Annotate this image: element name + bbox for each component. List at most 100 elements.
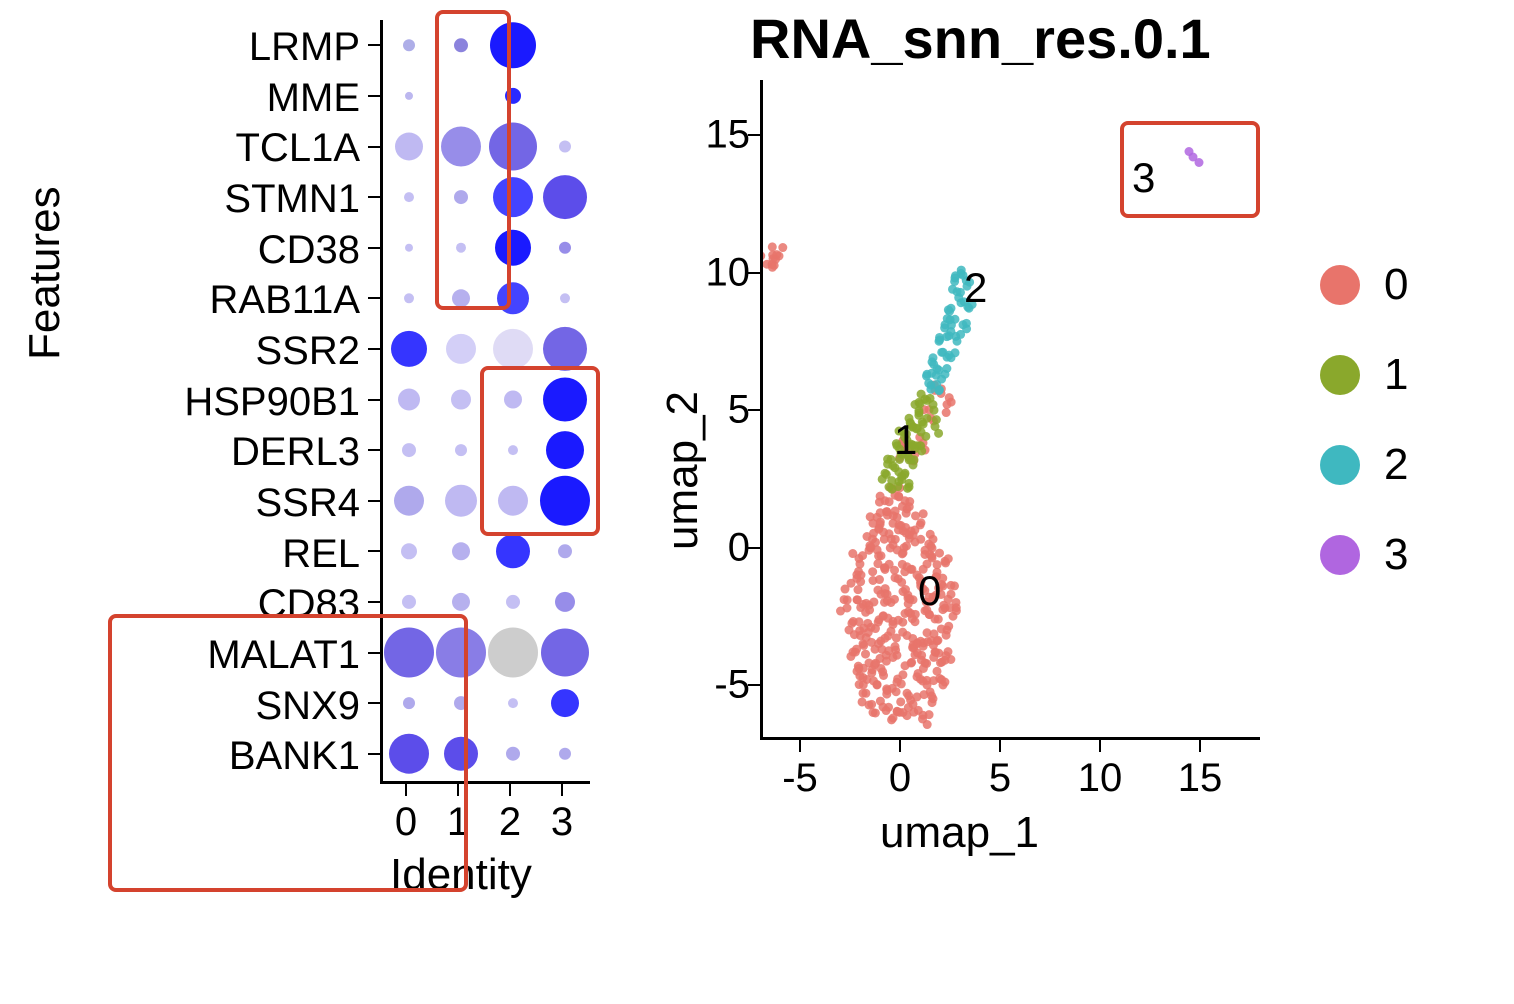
scatter-point [863,619,872,628]
scatter-point [873,586,882,595]
scatter-point [916,520,925,529]
scatter-point [876,637,885,646]
dot [452,542,470,560]
scatter-point [861,689,870,698]
scatter-point [903,591,912,600]
dotplot-ylabel: Features [20,186,70,360]
scatter-point [869,597,878,606]
dot [403,39,415,51]
scatter-point [846,652,855,661]
feature-label: REL [75,529,360,580]
scatter-point [942,408,951,417]
scatter-point [884,646,893,655]
scatter-point [941,651,950,660]
dot [446,334,476,364]
scatter-point [928,698,937,707]
scatter-point [897,578,906,587]
umap-x-tick-label: 15 [1178,756,1223,801]
highlight-box [1120,121,1260,217]
scatter-point [947,590,956,599]
legend-swatch [1320,445,1360,485]
feature-label: CD38 [75,225,360,276]
scatter-point [861,650,870,659]
feature-label: STMN1 [75,174,360,225]
scatter-point [875,654,884,663]
dot [543,327,587,371]
scatter-point [886,627,895,636]
umap-x-tick-label: 0 [889,756,911,801]
scatter-point [962,319,971,328]
scatter-point [859,680,868,689]
scatter-point [873,559,882,568]
scatter-point [873,680,882,689]
scatter-point [871,708,880,717]
dot [488,628,538,678]
scatter-point [878,667,887,676]
legend-label: 0 [1384,260,1408,310]
scatter-point [853,585,862,594]
scatter-point [894,492,903,501]
scatter-point [937,375,946,384]
scatter-point [951,598,960,607]
scatter-point [882,470,891,479]
legend-item: 0 [1320,260,1408,310]
scatter-point [855,626,864,635]
dot [451,390,471,410]
dot [506,747,520,761]
scatter-point [883,455,892,464]
umap-y-tick-label: 15 [690,113,750,158]
scatter-point [768,263,777,272]
dot [401,543,417,559]
scatter-point [880,598,889,607]
cluster-label-on-plot: 0 [918,567,941,615]
umap-xlabel: umap_1 [880,808,1039,858]
umap-y-ticks [748,80,760,740]
dot [543,175,587,219]
feature-label: MME [75,73,360,124]
scatter-point [879,528,888,537]
legend-label: 1 [1384,350,1408,400]
scatter-point [874,551,883,560]
scatter-point [778,243,787,252]
scatter-point [916,535,925,544]
scatter-point [883,614,892,623]
scatter-point [907,659,916,668]
legend-swatch [1320,535,1360,575]
scatter-point [935,549,944,558]
scatter-point [917,390,926,399]
scatter-point [904,599,913,608]
scatter-point [929,641,938,650]
highlight-box [435,10,511,310]
umap-x-axis-labels: -5051015 [760,756,1260,806]
dot [445,485,477,517]
scatter-point [892,687,901,696]
scatter-point [859,664,868,673]
dot [506,595,520,609]
dot [404,293,414,303]
scatter-point [917,656,926,665]
scatter-point [875,575,884,584]
scatter-point [898,670,907,679]
scatter-point [950,277,959,286]
dot [391,331,427,367]
scatter-point [876,697,885,706]
dot [496,534,530,568]
scatter-point [898,628,907,637]
scatter-point [928,357,937,366]
scatter-point [867,700,876,709]
highlight-box [108,614,468,892]
legend-swatch [1320,355,1360,395]
dot [394,486,424,516]
scatter-point [858,697,867,706]
scatter-point [947,398,956,407]
dot [395,133,423,161]
feature-label: RAB11A [75,275,360,326]
dot [558,544,572,558]
scatter-point [948,285,957,294]
dot [559,242,571,254]
scatter-point [926,530,935,539]
scatter-point [923,720,932,729]
scatter-point [934,429,943,438]
scatter-point [882,706,891,715]
dot [551,689,579,717]
